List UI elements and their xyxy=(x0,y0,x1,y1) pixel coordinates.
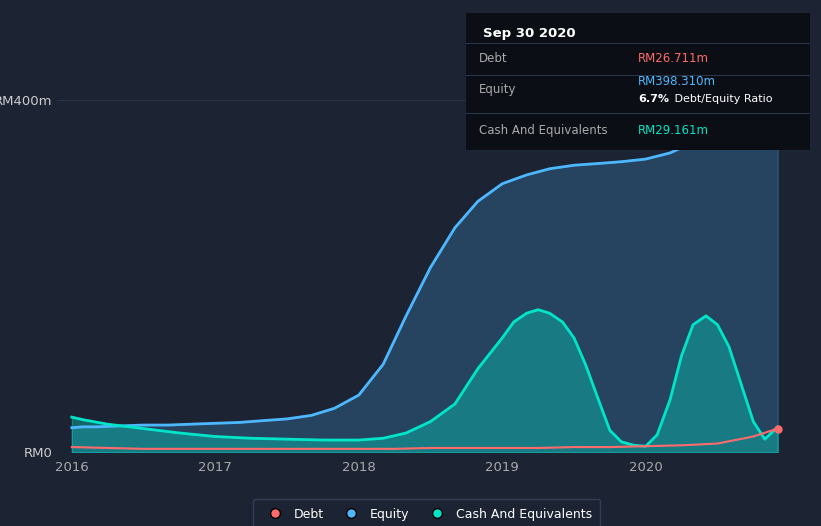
Text: Debt: Debt xyxy=(479,52,508,65)
Text: Cash And Equivalents: Cash And Equivalents xyxy=(479,124,608,137)
Text: 6.7%: 6.7% xyxy=(638,94,669,104)
Text: Sep 30 2020: Sep 30 2020 xyxy=(483,27,576,40)
Text: Debt/Equity Ratio: Debt/Equity Ratio xyxy=(671,94,773,104)
Legend: Debt, Equity, Cash And Equivalents: Debt, Equity, Cash And Equivalents xyxy=(254,499,600,526)
Text: RM26.711m: RM26.711m xyxy=(638,52,709,65)
Text: RM29.161m: RM29.161m xyxy=(638,124,709,137)
Text: RM398.310m: RM398.310m xyxy=(638,75,716,88)
Text: Equity: Equity xyxy=(479,83,516,96)
